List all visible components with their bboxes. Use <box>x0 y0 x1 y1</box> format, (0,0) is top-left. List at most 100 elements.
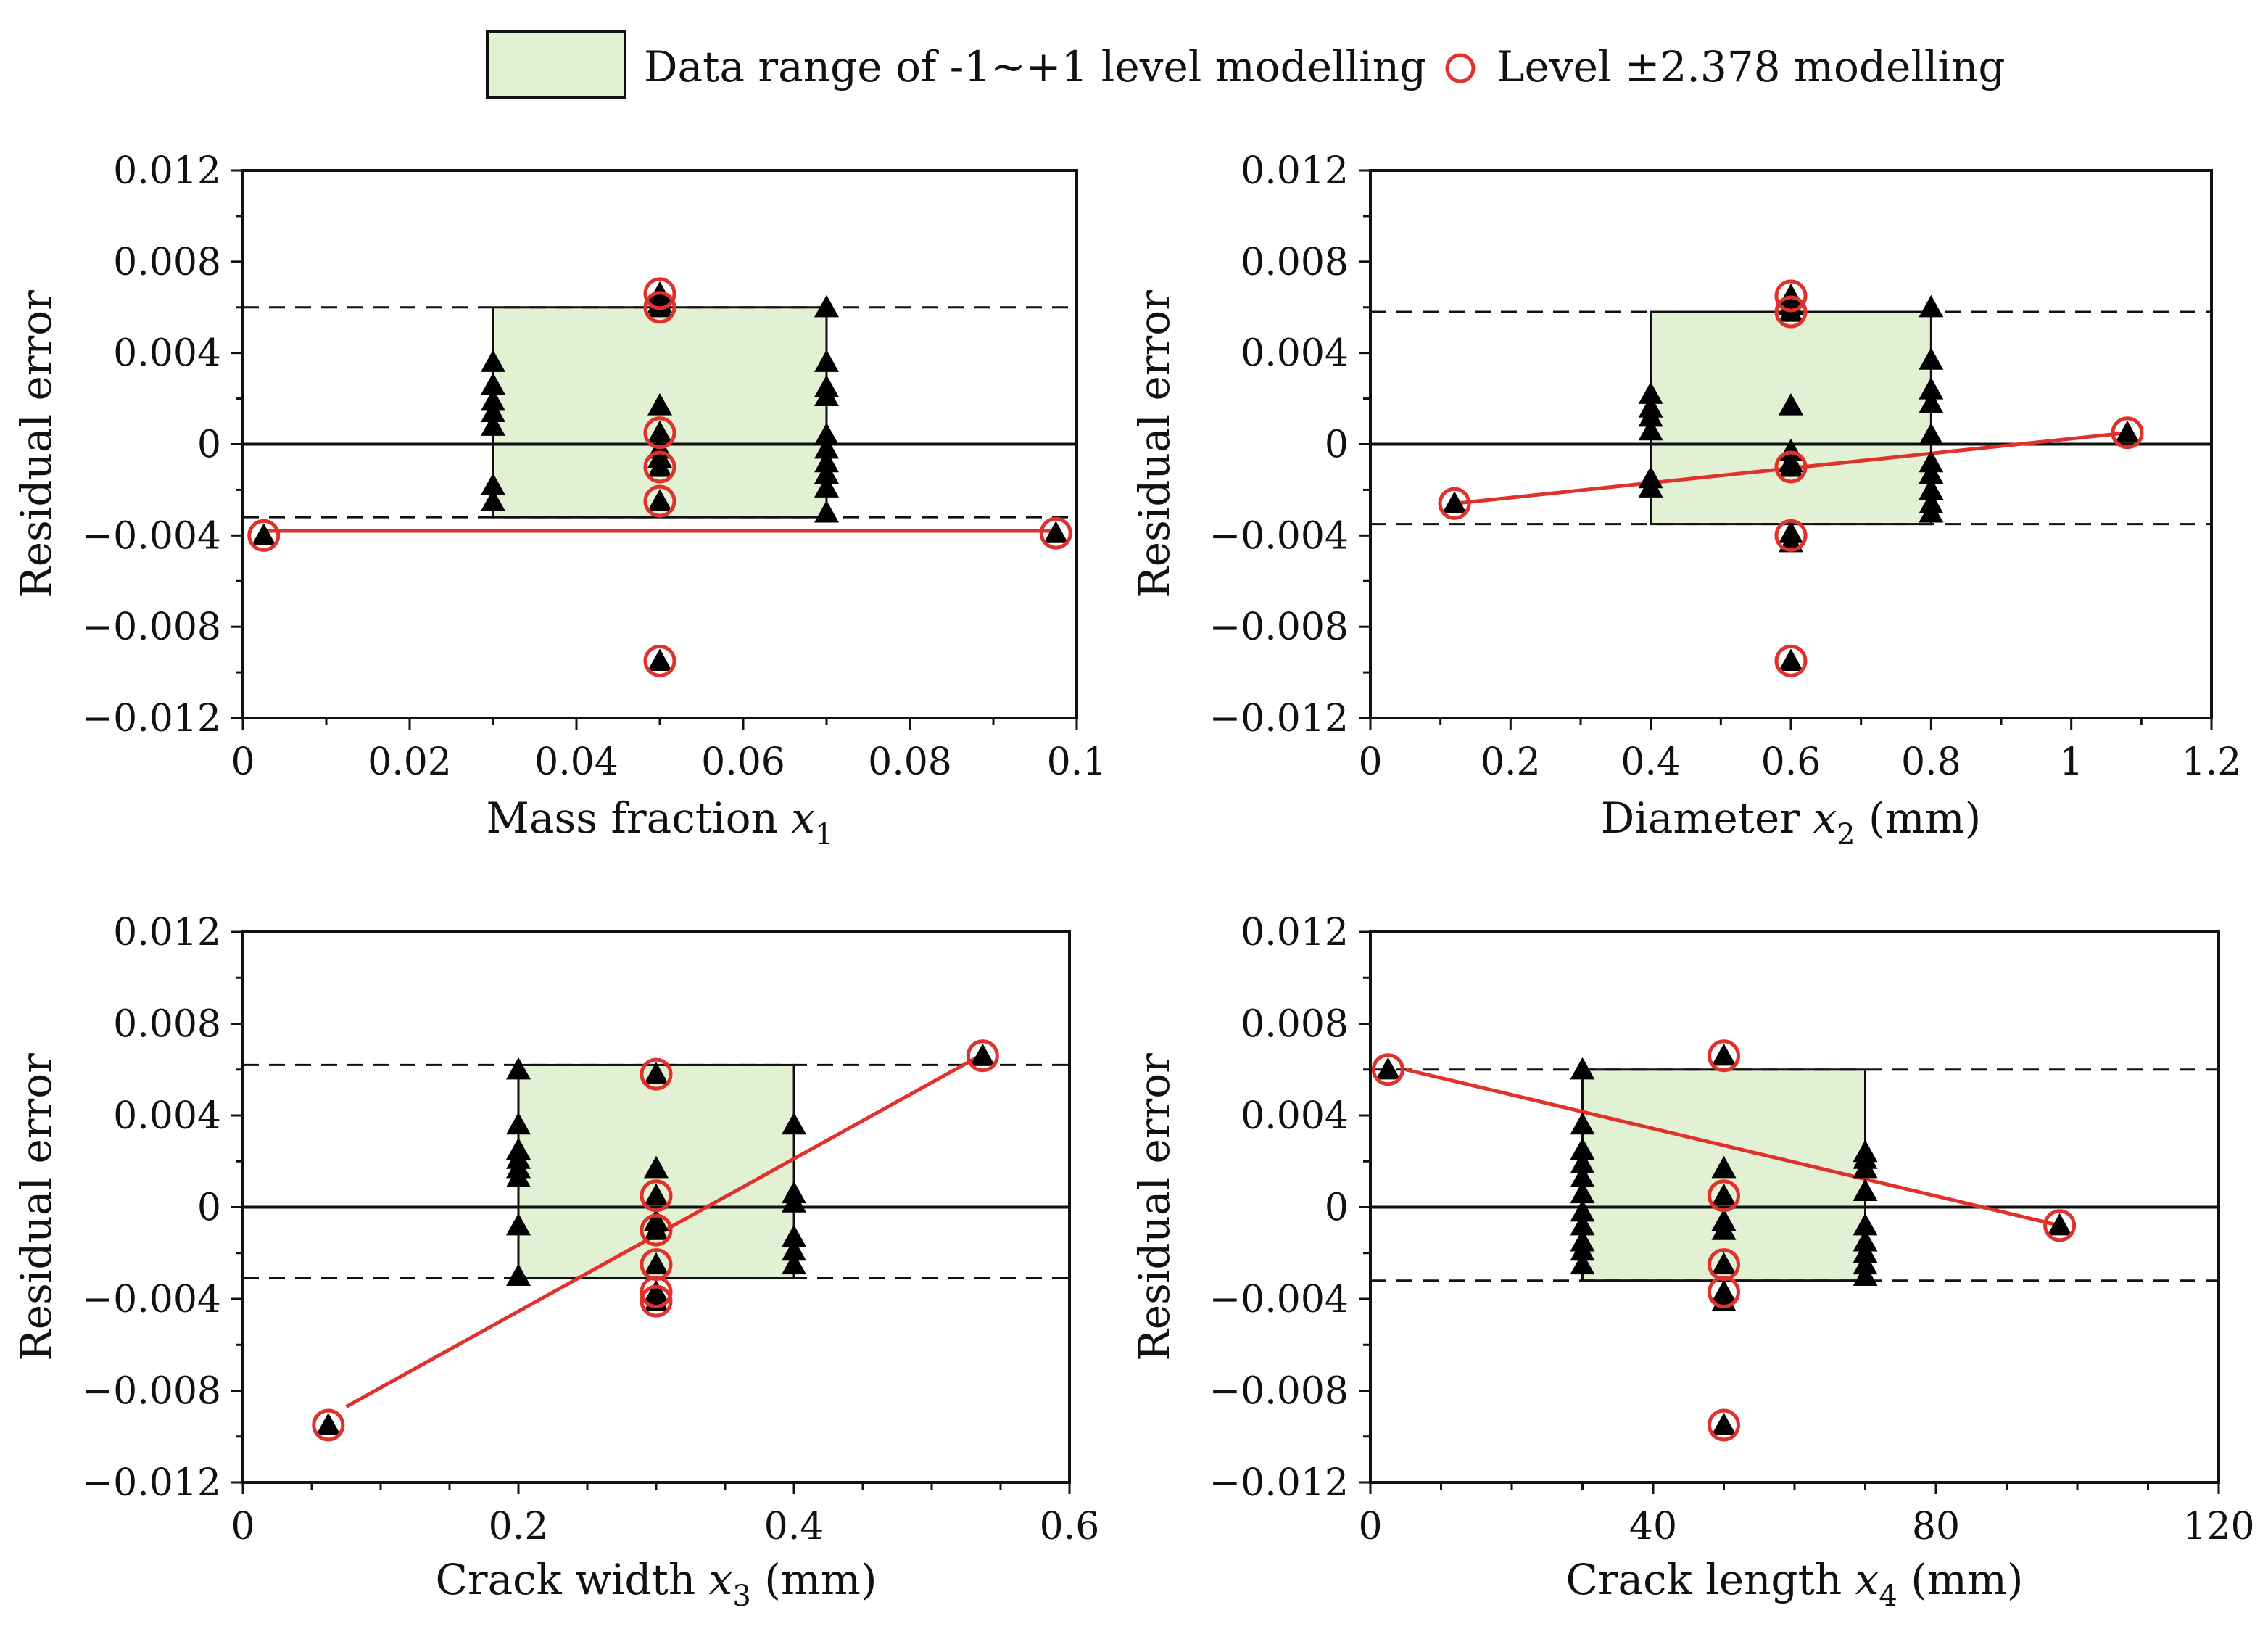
triangle-point <box>814 436 839 459</box>
triangle-point <box>481 489 505 511</box>
triangle-point <box>1853 1240 1878 1263</box>
y-tick-label: −0.008 <box>82 606 221 649</box>
y-axis-label: Residual error <box>12 290 61 598</box>
triangle-point <box>647 420 672 443</box>
y-tick-label: 0.012 <box>113 911 221 954</box>
x-tick-label: 0 <box>231 740 254 784</box>
circle-point <box>966 1039 999 1073</box>
y-tick-label: 0 <box>1325 424 1349 467</box>
triangle-point <box>970 1043 996 1066</box>
circle-point <box>312 1408 345 1442</box>
triangle-point <box>1442 491 1467 513</box>
y-tick-label: −0.008 <box>82 1370 221 1414</box>
triangle-point <box>782 1238 806 1261</box>
y-tick-label: 0.004 <box>1241 1094 1349 1138</box>
triangle-point <box>1919 390 1944 413</box>
triangle-point <box>1853 1229 1878 1252</box>
y-tick-label: 0.008 <box>1241 1003 1349 1047</box>
triangle-point <box>782 1224 806 1247</box>
triangle-point <box>1853 1263 1878 1286</box>
y-tick-label: −0.004 <box>1209 514 1349 558</box>
circle-point <box>1438 487 1471 520</box>
triangle-point <box>1570 1165 1595 1187</box>
y-axis-label: Residual error <box>1130 290 1179 598</box>
x-tick-label: 0.06 <box>701 740 785 784</box>
triangle-point <box>1779 648 1803 671</box>
legend-box-label: Data range of -1~+1 level modelling <box>644 42 1426 91</box>
circle-point <box>643 416 676 450</box>
triangle-point <box>1711 1412 1737 1435</box>
triangle-point <box>1919 377 1944 400</box>
triangle-point <box>506 1165 531 1187</box>
y-tick-label: −0.004 <box>82 514 221 558</box>
x-axis-label-unit: (mm) <box>1855 793 1982 843</box>
circle-point <box>1708 1276 1740 1309</box>
triangle-point <box>1711 1155 1737 1179</box>
y-tick-label: −0.012 <box>82 697 221 740</box>
circle-point <box>640 1276 673 1309</box>
legend-circle-marker <box>1445 53 1476 83</box>
x-axis-label-subscript: 3 <box>732 1580 750 1613</box>
circle-point <box>2043 1209 2077 1242</box>
triangle-point <box>644 1183 669 1206</box>
triangle-point <box>481 413 505 436</box>
triangle-point <box>644 1252 669 1275</box>
x-tick-label: 0.02 <box>368 740 452 784</box>
circle-point <box>1774 295 1808 329</box>
x-tick-label: 0.4 <box>1621 740 1681 784</box>
triangle-point <box>251 523 276 545</box>
triangle-point <box>1711 1252 1737 1275</box>
triangle-point <box>1711 1218 1737 1240</box>
x-tick-label: 0.8 <box>1901 740 1961 784</box>
x-tick-label: 0.2 <box>1481 740 1541 784</box>
x-tick-label: 80 <box>1912 1505 1960 1548</box>
x-axis-label: Crack length x4 (mm) <box>1565 1555 2023 1613</box>
circle-point <box>640 1213 673 1247</box>
x-axis-label-variable: x <box>1855 1555 1879 1604</box>
x-tick-label: 1.2 <box>2182 740 2242 784</box>
triangle-point <box>814 500 839 523</box>
y-tick-label: −0.004 <box>82 1278 221 1321</box>
triangle-point <box>1711 1043 1737 1066</box>
circle-point <box>640 1179 673 1213</box>
x-tick-label: 0.1 <box>1047 740 1107 784</box>
triangle-point <box>506 1263 531 1286</box>
legend-box-swatch <box>486 30 626 99</box>
triangle-point <box>1779 454 1803 477</box>
triangle-point <box>1779 393 1803 416</box>
x-axis-label-unit: (mm) <box>1897 1555 2024 1604</box>
circle-point <box>2111 416 2144 450</box>
y-tick-label: 0 <box>197 424 221 467</box>
x-axis-label-text: Crack width <box>435 1555 708 1604</box>
panels: 0 0.02 0.04 0.06 0.08 0.10.0120.0080.0040−0.0… <box>12 149 2255 1613</box>
triangle-point <box>481 388 505 411</box>
triangle-point <box>814 294 839 318</box>
y-tick-label: 0.008 <box>113 1003 221 1047</box>
x-axis-label-unit: (mm) <box>751 1555 877 1604</box>
triangle-point <box>506 1213 531 1236</box>
triangle-point <box>647 294 672 318</box>
triangle-point <box>1853 1179 1878 1201</box>
triangle-point <box>644 1062 669 1084</box>
triangle-point <box>315 1412 341 1435</box>
x-tick-label: 0 <box>1358 740 1382 784</box>
triangle-point <box>814 350 839 372</box>
triangle-point <box>814 475 839 498</box>
triangle-point <box>1919 450 1944 473</box>
y-tick-label: 0.012 <box>113 149 221 193</box>
triangle-point <box>647 393 672 416</box>
triangle-point <box>814 461 839 484</box>
triangle-point <box>1570 1213 1595 1236</box>
data-range-box <box>1650 310 1932 526</box>
triangle-point <box>481 350 505 372</box>
triangle-point <box>481 372 505 395</box>
y-tick-label: 0.004 <box>1241 332 1349 376</box>
triangle-point <box>1570 1238 1595 1261</box>
triangle-point <box>1711 1183 1737 1206</box>
x-axis-label: Crack width x3 (mm) <box>435 1555 877 1613</box>
triangle-point <box>481 473 505 495</box>
circle-point <box>643 484 676 518</box>
triangle-point <box>782 1190 806 1213</box>
triangle-point <box>782 1112 806 1135</box>
